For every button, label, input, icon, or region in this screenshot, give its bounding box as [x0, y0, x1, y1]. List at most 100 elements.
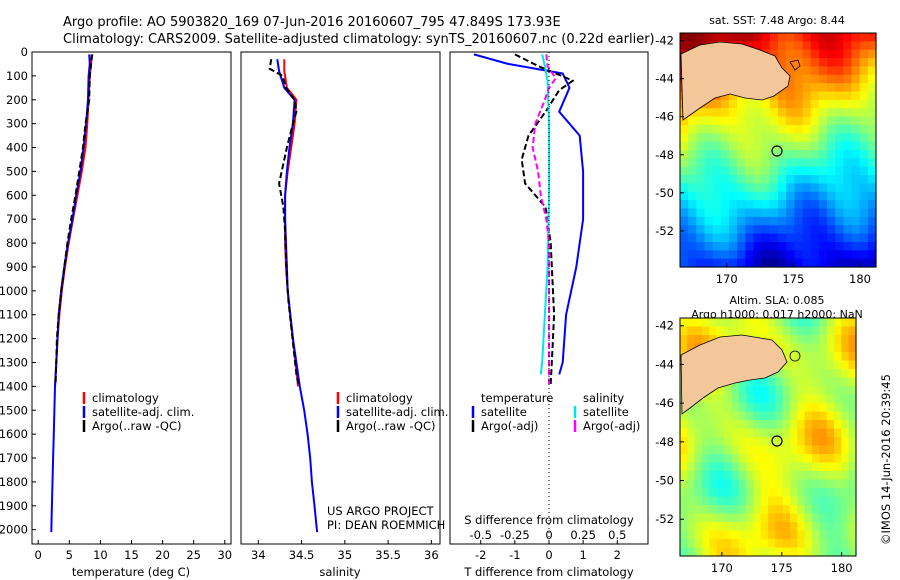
series-satellite-adj-clim: [276, 59, 319, 533]
field-cell: [729, 250, 738, 260]
field-cell: [769, 250, 779, 260]
field-cell: [797, 369, 806, 379]
field-cell: [802, 225, 812, 235]
field-cell: [753, 471, 762, 481]
field-cell: [819, 394, 828, 404]
field-cell: [843, 225, 853, 235]
field-cell: [843, 99, 853, 109]
field-cell: [834, 496, 842, 506]
field-cell: [753, 420, 762, 430]
depth-tick-label: 0: [21, 45, 28, 59]
depth-tick-label: 1300: [0, 355, 28, 369]
field-cell: [768, 505, 776, 515]
field-cell: [753, 233, 763, 243]
field-cell: [768, 454, 776, 464]
field-cell: [712, 250, 722, 260]
field-cell: [716, 479, 725, 489]
field-cell: [712, 158, 722, 168]
field-cell: [810, 41, 820, 51]
field-cell: [716, 420, 725, 430]
field-cell: [834, 369, 842, 379]
field-cell: [702, 488, 710, 498]
field-cell: [810, 66, 820, 76]
field-cell: [680, 183, 689, 193]
field-cell: [790, 394, 798, 404]
field-cell: [790, 360, 798, 370]
field-cell: [729, 99, 738, 109]
field-cell: [834, 335, 842, 345]
field-cell: [818, 133, 828, 143]
field-cell: [790, 352, 798, 362]
field-cell: [753, 488, 762, 498]
field-cell: [794, 83, 804, 93]
field-cell: [810, 99, 820, 109]
field-cell: [731, 539, 740, 549]
field-cell: [859, 191, 869, 201]
field-cell: [834, 360, 842, 370]
field-cell: [753, 505, 762, 515]
field-cell: [696, 175, 706, 185]
field-cell: [688, 250, 697, 260]
field-cell: [802, 158, 812, 168]
field-cell: [812, 428, 820, 438]
field-cell: [760, 386, 769, 396]
field-cell: [737, 124, 746, 134]
lat-tick-label: -44: [655, 72, 674, 86]
field-cell: [737, 166, 746, 176]
field-cell: [712, 166, 722, 176]
field-cell: [835, 241, 844, 251]
field-cell: [786, 158, 795, 168]
field-cell: [745, 124, 755, 134]
field-cell: [810, 191, 820, 201]
field-cell: [737, 99, 746, 109]
field-cell: [768, 377, 776, 387]
field-cell: [702, 539, 710, 549]
field-cell: [694, 513, 703, 523]
field-cell: [804, 318, 813, 328]
field-cell: [841, 377, 850, 387]
field-cell: [731, 479, 740, 489]
field-cell: [841, 505, 850, 515]
field-cell: [688, 233, 697, 243]
field-cell: [720, 91, 730, 101]
field-cell: [827, 133, 836, 143]
field-cell: [746, 326, 754, 336]
field-cell: [753, 428, 762, 438]
field-cell: [737, 200, 746, 210]
field-cell: [680, 124, 689, 134]
field-cell: [680, 530, 688, 540]
field-cell: [696, 191, 706, 201]
field-cell: [812, 335, 820, 345]
depth-tick-label: 800: [6, 236, 28, 250]
field-cell: [867, 91, 877, 101]
sst-map-frame: [679, 32, 877, 268]
field-cell: [834, 522, 842, 532]
field-cell: [769, 116, 779, 126]
field-cell: [729, 166, 738, 176]
field-cell: [819, 386, 828, 396]
field-cell: [729, 133, 738, 143]
field-cell: [687, 488, 696, 498]
depth-tick-label: 600: [6, 188, 28, 202]
field-cell: [782, 318, 791, 328]
field-cell: [859, 74, 869, 84]
field-cell: [841, 369, 850, 379]
field-cell: [738, 530, 747, 540]
field-cell: [790, 479, 798, 489]
field-cell: [688, 208, 697, 218]
field-cell: [843, 175, 853, 185]
field-cell: [680, 479, 688, 489]
field-cell: [775, 326, 784, 336]
field-cell: [851, 175, 861, 185]
field-cell: [810, 124, 820, 134]
field-cell: [687, 437, 696, 447]
field-cell: [797, 454, 806, 464]
field-cell: [819, 488, 828, 498]
s-tick-label: 0.5: [608, 528, 626, 542]
field-cell: [737, 158, 746, 168]
field-cell: [819, 428, 828, 438]
field-cell: [841, 394, 850, 404]
field-cell: [696, 200, 706, 210]
field-cell: [797, 496, 806, 506]
field-cell: [834, 420, 842, 430]
